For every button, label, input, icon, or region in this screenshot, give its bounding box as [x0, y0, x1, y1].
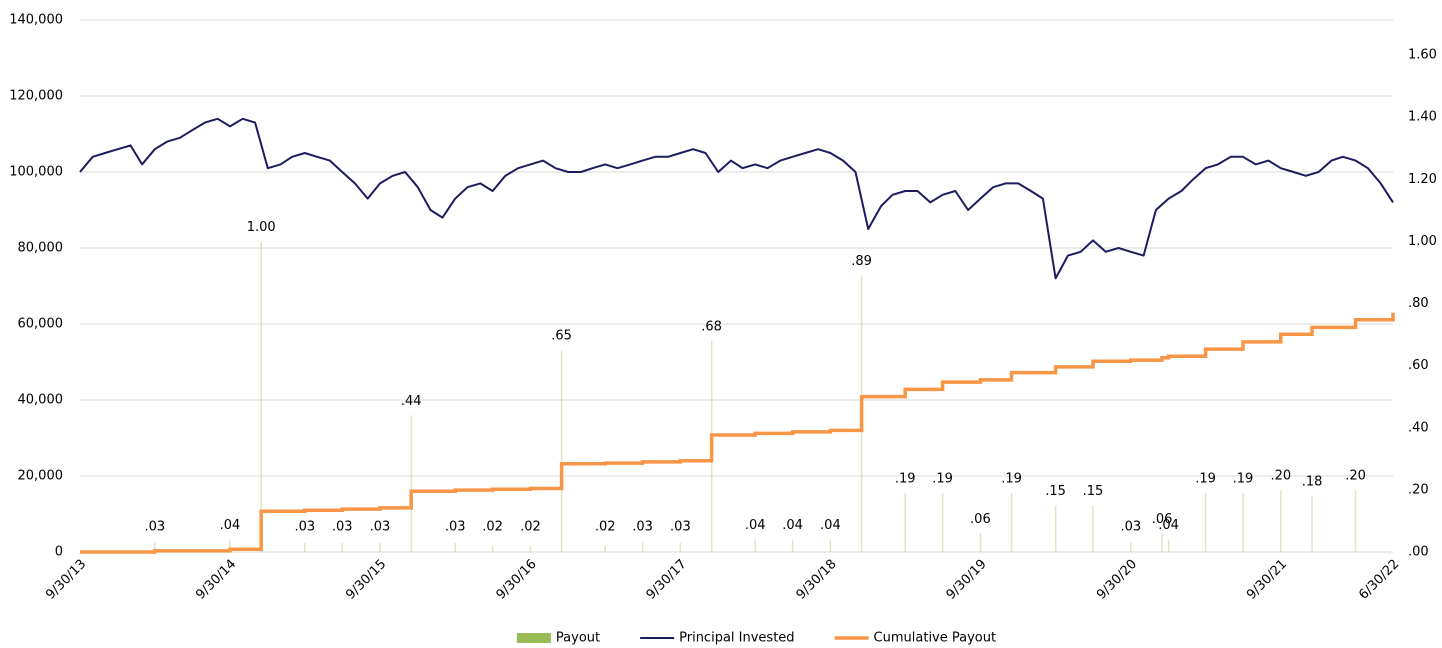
- payout-label: .04: [220, 518, 241, 533]
- y-tick-label: 40,000: [18, 393, 64, 408]
- payout-label: .18: [1302, 475, 1323, 490]
- payout-label: .03: [445, 520, 466, 535]
- y2-tick-label: .40: [1408, 420, 1429, 435]
- payout-label: .15: [1083, 484, 1104, 499]
- payout-label: .03: [670, 520, 691, 535]
- payout-label: .20: [1270, 468, 1291, 483]
- x-tick-label: 9/30/18: [794, 557, 840, 603]
- x-tick-label: 9/30/19: [944, 557, 990, 603]
- y-tick-label: 20,000: [18, 469, 64, 484]
- x-tick-label: 9/30/13: [43, 557, 89, 603]
- legend-label: Principal Invested: [679, 631, 794, 646]
- payout-label: .04: [745, 518, 766, 533]
- legend: Payout Principal Invested Cumulative Payou…: [516, 631, 997, 646]
- payout-label: .03: [144, 520, 165, 535]
- payout-label: .04: [782, 518, 803, 533]
- payout-label: 1.00: [247, 220, 276, 235]
- payout-label: .02: [482, 520, 503, 535]
- x-tick-label: 9/30/20: [1094, 557, 1140, 603]
- payout-label: .02: [520, 520, 541, 535]
- legend-label: Payout: [556, 631, 600, 646]
- payout-label: .89: [851, 254, 872, 269]
- x-tick-label: 9/30/16: [494, 557, 540, 603]
- y2-tick-label: .00: [1408, 545, 1429, 560]
- payout-label: .19: [1001, 471, 1022, 486]
- y2-tick-label: 1.00: [1408, 234, 1437, 249]
- x-tick-label: 9/30/14: [193, 557, 239, 603]
- y-tick-label: 140,000: [9, 13, 63, 28]
- payout-label: .19: [932, 471, 953, 486]
- y2-tick-label: .60: [1408, 358, 1429, 373]
- payout-label: .19: [895, 471, 916, 486]
- y-tick-label: 100,000: [9, 165, 63, 180]
- payout-label: .68: [701, 319, 722, 334]
- payout-label: .06: [1152, 512, 1173, 527]
- x-tick-label: 9/30/21: [1244, 557, 1290, 603]
- legend-label: Cumulative Payout: [874, 631, 997, 646]
- y-tick-label: 0: [55, 545, 63, 560]
- x-tick-label: 9/30/15: [343, 557, 389, 603]
- y-tick-label: 80,000: [18, 241, 64, 256]
- payout-label: .20: [1345, 468, 1366, 483]
- y-tick-label: 120,000: [9, 89, 63, 104]
- y2-tick-label: .80: [1408, 296, 1429, 311]
- payout-label: .65: [551, 329, 572, 344]
- cumulative-line: [80, 312, 1395, 554]
- y2-tick-label: 1.60: [1408, 48, 1437, 63]
- payout-label: .03: [332, 520, 353, 535]
- y2-tick-label: 1.40: [1408, 110, 1437, 125]
- legend-swatch: [516, 633, 551, 643]
- payout-label: .03: [370, 520, 391, 535]
- payout-label: .04: [1158, 518, 1179, 533]
- payout-label: .04: [820, 518, 841, 533]
- x-tick-label: 9/30/17: [644, 557, 690, 603]
- y2-tick-label: 1.20: [1408, 172, 1437, 187]
- payout-label: .03: [632, 520, 653, 535]
- principal-line: [79, 117, 1394, 280]
- y-tick-label: 60,000: [18, 317, 64, 332]
- payout-label: .03: [294, 520, 315, 535]
- payout-label: .44: [401, 394, 422, 409]
- payout-label: .19: [1195, 471, 1216, 486]
- x-tick-label: 6/30/22: [1356, 557, 1402, 603]
- payout-label: .15: [1045, 484, 1066, 499]
- payout-label: .02: [595, 520, 616, 535]
- payout-label: .03: [1120, 520, 1141, 535]
- payout-label: .06: [970, 512, 991, 527]
- y2-tick-label: .20: [1408, 482, 1429, 497]
- payout-label: .19: [1233, 471, 1254, 486]
